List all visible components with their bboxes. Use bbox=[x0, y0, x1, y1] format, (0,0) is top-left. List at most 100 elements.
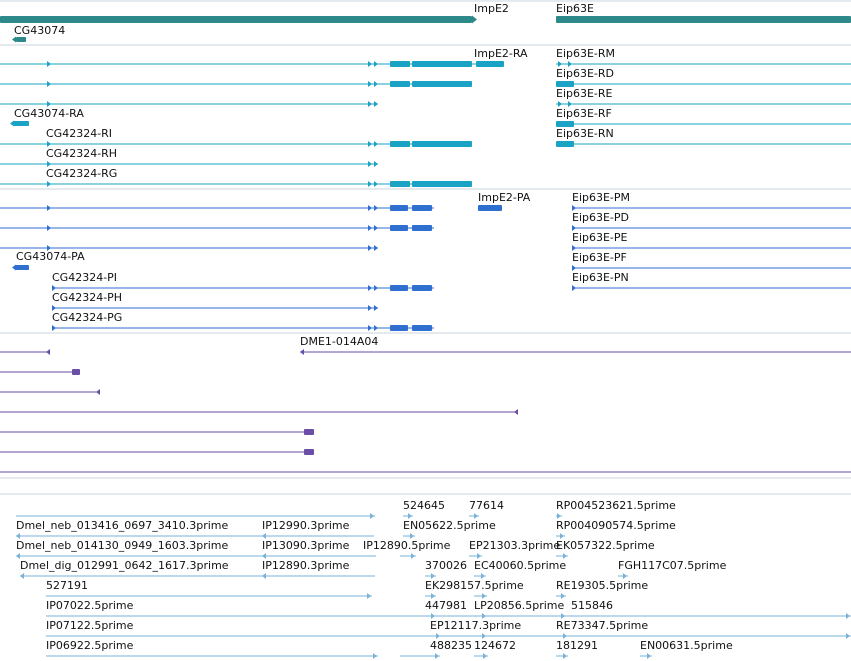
transcript-label[interactable]: CG42324-RH bbox=[46, 147, 117, 160]
clone-label[interactable]: DME1-014A04 bbox=[300, 335, 378, 348]
transcript-label[interactable]: Eip63E-RF bbox=[556, 107, 612, 120]
transcript-label[interactable]: ImpE2-PA bbox=[478, 191, 531, 204]
transcript-label[interactable]: Eip63E-RE bbox=[556, 87, 613, 100]
gene-bar-impe2[interactable] bbox=[0, 16, 472, 23]
est-label[interactable]: IP07022.5prime bbox=[46, 599, 134, 612]
est-label[interactable]: Dmel_neb_014130_0949_1603.3prime bbox=[16, 539, 228, 552]
est-label[interactable]: EK057322.5prime bbox=[556, 539, 655, 552]
exon-block[interactable] bbox=[412, 325, 432, 331]
transcript-label[interactable]: Eip63E-PE bbox=[572, 231, 628, 244]
exon-block[interactable] bbox=[390, 61, 410, 67]
est-label[interactable]: RE73347.5prime bbox=[556, 619, 648, 632]
est-label[interactable]: LP20856.5prime bbox=[474, 599, 565, 612]
est-label[interactable]: IP06922.5prime bbox=[46, 639, 134, 652]
strand-arrow bbox=[374, 245, 378, 251]
transcript-label[interactable]: CG43074-PA bbox=[16, 250, 85, 263]
transcript-label[interactable]: Eip63E-PF bbox=[572, 251, 627, 264]
exon-block[interactable] bbox=[412, 285, 432, 291]
clone-end-marker[interactable] bbox=[304, 449, 314, 455]
est-label[interactable]: 527191 bbox=[46, 579, 88, 592]
est-label[interactable]: Dmel_dig_012991_0642_1617.3prime bbox=[20, 559, 229, 572]
gene-label-impe2[interactable]: ImpE2 bbox=[474, 2, 509, 15]
strand-arrow bbox=[368, 305, 372, 311]
transcript-label[interactable]: ImpE2-RA bbox=[474, 47, 528, 60]
gene-label-eip63e[interactable]: Eip63E bbox=[556, 2, 594, 15]
transcript-label[interactable]: Eip63E-RM bbox=[556, 47, 615, 60]
est-label[interactable]: EN00631.5prime bbox=[640, 639, 733, 652]
est-label[interactable]: RE19305.5prime bbox=[556, 579, 648, 592]
strand-arrow bbox=[568, 141, 572, 147]
est-arrow bbox=[20, 573, 24, 579]
strand-arrow bbox=[10, 120, 14, 127]
est-label[interactable]: 370026 bbox=[425, 559, 467, 572]
est-label[interactable]: EP12117.3prime bbox=[430, 619, 521, 632]
est-arrow bbox=[262, 553, 266, 559]
est-label[interactable]: 524645 bbox=[403, 499, 445, 512]
gene-label-cg43074[interactable]: CG43074 bbox=[14, 24, 65, 37]
exon-block[interactable] bbox=[390, 225, 408, 231]
exon-block[interactable] bbox=[390, 81, 410, 87]
est-label[interactable]: 124672 bbox=[474, 639, 516, 652]
transcript-label[interactable]: CG42324-RG bbox=[46, 167, 117, 180]
exon-block[interactable] bbox=[390, 285, 408, 291]
transcript-label[interactable]: Eip63E-PD bbox=[572, 211, 629, 224]
transcript-label[interactable]: CG43074-RA bbox=[14, 107, 84, 120]
transcript-label[interactable]: CG42324-PH bbox=[52, 291, 122, 304]
strand-arrow bbox=[52, 325, 56, 331]
est-label[interactable]: EN05622.5prime bbox=[403, 519, 496, 532]
est-label[interactable]: 77614 bbox=[469, 499, 504, 512]
est-label[interactable]: IP13090.3prime bbox=[262, 539, 350, 552]
est-label[interactable]: FGH117C07.5prime bbox=[618, 559, 727, 572]
transcript-label[interactable]: CG42324-RI bbox=[46, 127, 112, 140]
est-arrow bbox=[262, 533, 266, 539]
strand-arrow bbox=[572, 285, 576, 291]
strand-arrow bbox=[368, 285, 372, 291]
exon-block[interactable] bbox=[478, 205, 502, 211]
exon-block[interactable] bbox=[476, 61, 504, 67]
exon-block[interactable] bbox=[412, 61, 472, 67]
est-arrow bbox=[560, 533, 564, 539]
strand-arrow bbox=[47, 225, 51, 231]
est-label[interactable]: EP21303.3prime bbox=[469, 539, 560, 552]
strand-arrow bbox=[368, 61, 372, 67]
gene-bar-cg43074[interactable] bbox=[16, 37, 26, 42]
exon-block[interactable] bbox=[412, 205, 432, 211]
strand-arrow bbox=[374, 141, 378, 147]
est-label[interactable]: 447981 bbox=[425, 599, 467, 612]
strand-arrow bbox=[568, 101, 572, 107]
est-label[interactable]: EK298157.5prime bbox=[425, 579, 524, 592]
exon-block[interactable] bbox=[412, 181, 472, 187]
est-label[interactable]: IP07122.5prime bbox=[46, 619, 134, 632]
est-label[interactable]: IP12890.5prime bbox=[363, 539, 451, 552]
transcript-label[interactable]: Eip63E-RD bbox=[556, 67, 614, 80]
exon-block[interactable] bbox=[390, 181, 410, 187]
exon-block[interactable] bbox=[15, 265, 29, 270]
est-label[interactable]: EC40060.5prime bbox=[474, 559, 566, 572]
transcript-label[interactable]: CG42324-PI bbox=[52, 271, 117, 284]
exon-block[interactable] bbox=[390, 325, 408, 331]
transcript-label[interactable]: Eip63E-PN bbox=[572, 271, 629, 284]
clone-end-marker[interactable] bbox=[72, 369, 80, 375]
est-label[interactable]: Dmel_neb_013416_0697_3410.3prime bbox=[16, 519, 228, 532]
est-label[interactable]: RP004090574.5prime bbox=[556, 519, 676, 532]
exon-block[interactable] bbox=[412, 141, 472, 147]
transcript-label[interactable]: Eip63E-PM bbox=[572, 191, 630, 204]
est-label[interactable]: IP12990.3prime bbox=[262, 519, 350, 532]
transcript-label[interactable]: CG42324-PG bbox=[52, 311, 122, 324]
exon-block[interactable] bbox=[412, 81, 472, 87]
strand-arrow bbox=[374, 225, 378, 231]
exon-block[interactable] bbox=[390, 205, 408, 211]
est-label[interactable]: 488235 bbox=[430, 639, 472, 652]
transcript-label[interactable]: Eip63E-RN bbox=[556, 127, 614, 140]
est-label[interactable]: 181291 bbox=[556, 639, 598, 652]
est-label[interactable]: IP12890.3prime bbox=[262, 559, 350, 572]
est-label[interactable]: RP004523621.5prime bbox=[556, 499, 676, 512]
gene-bar-eip63e[interactable] bbox=[556, 16, 851, 23]
clone-end-marker[interactable] bbox=[304, 429, 314, 435]
exon-block[interactable] bbox=[13, 121, 29, 126]
exon-block[interactable] bbox=[390, 141, 410, 147]
exon-block[interactable] bbox=[412, 225, 432, 231]
strand-arrow bbox=[368, 325, 372, 331]
strand-arrow bbox=[374, 81, 378, 87]
est-label[interactable]: 515846 bbox=[571, 599, 613, 612]
